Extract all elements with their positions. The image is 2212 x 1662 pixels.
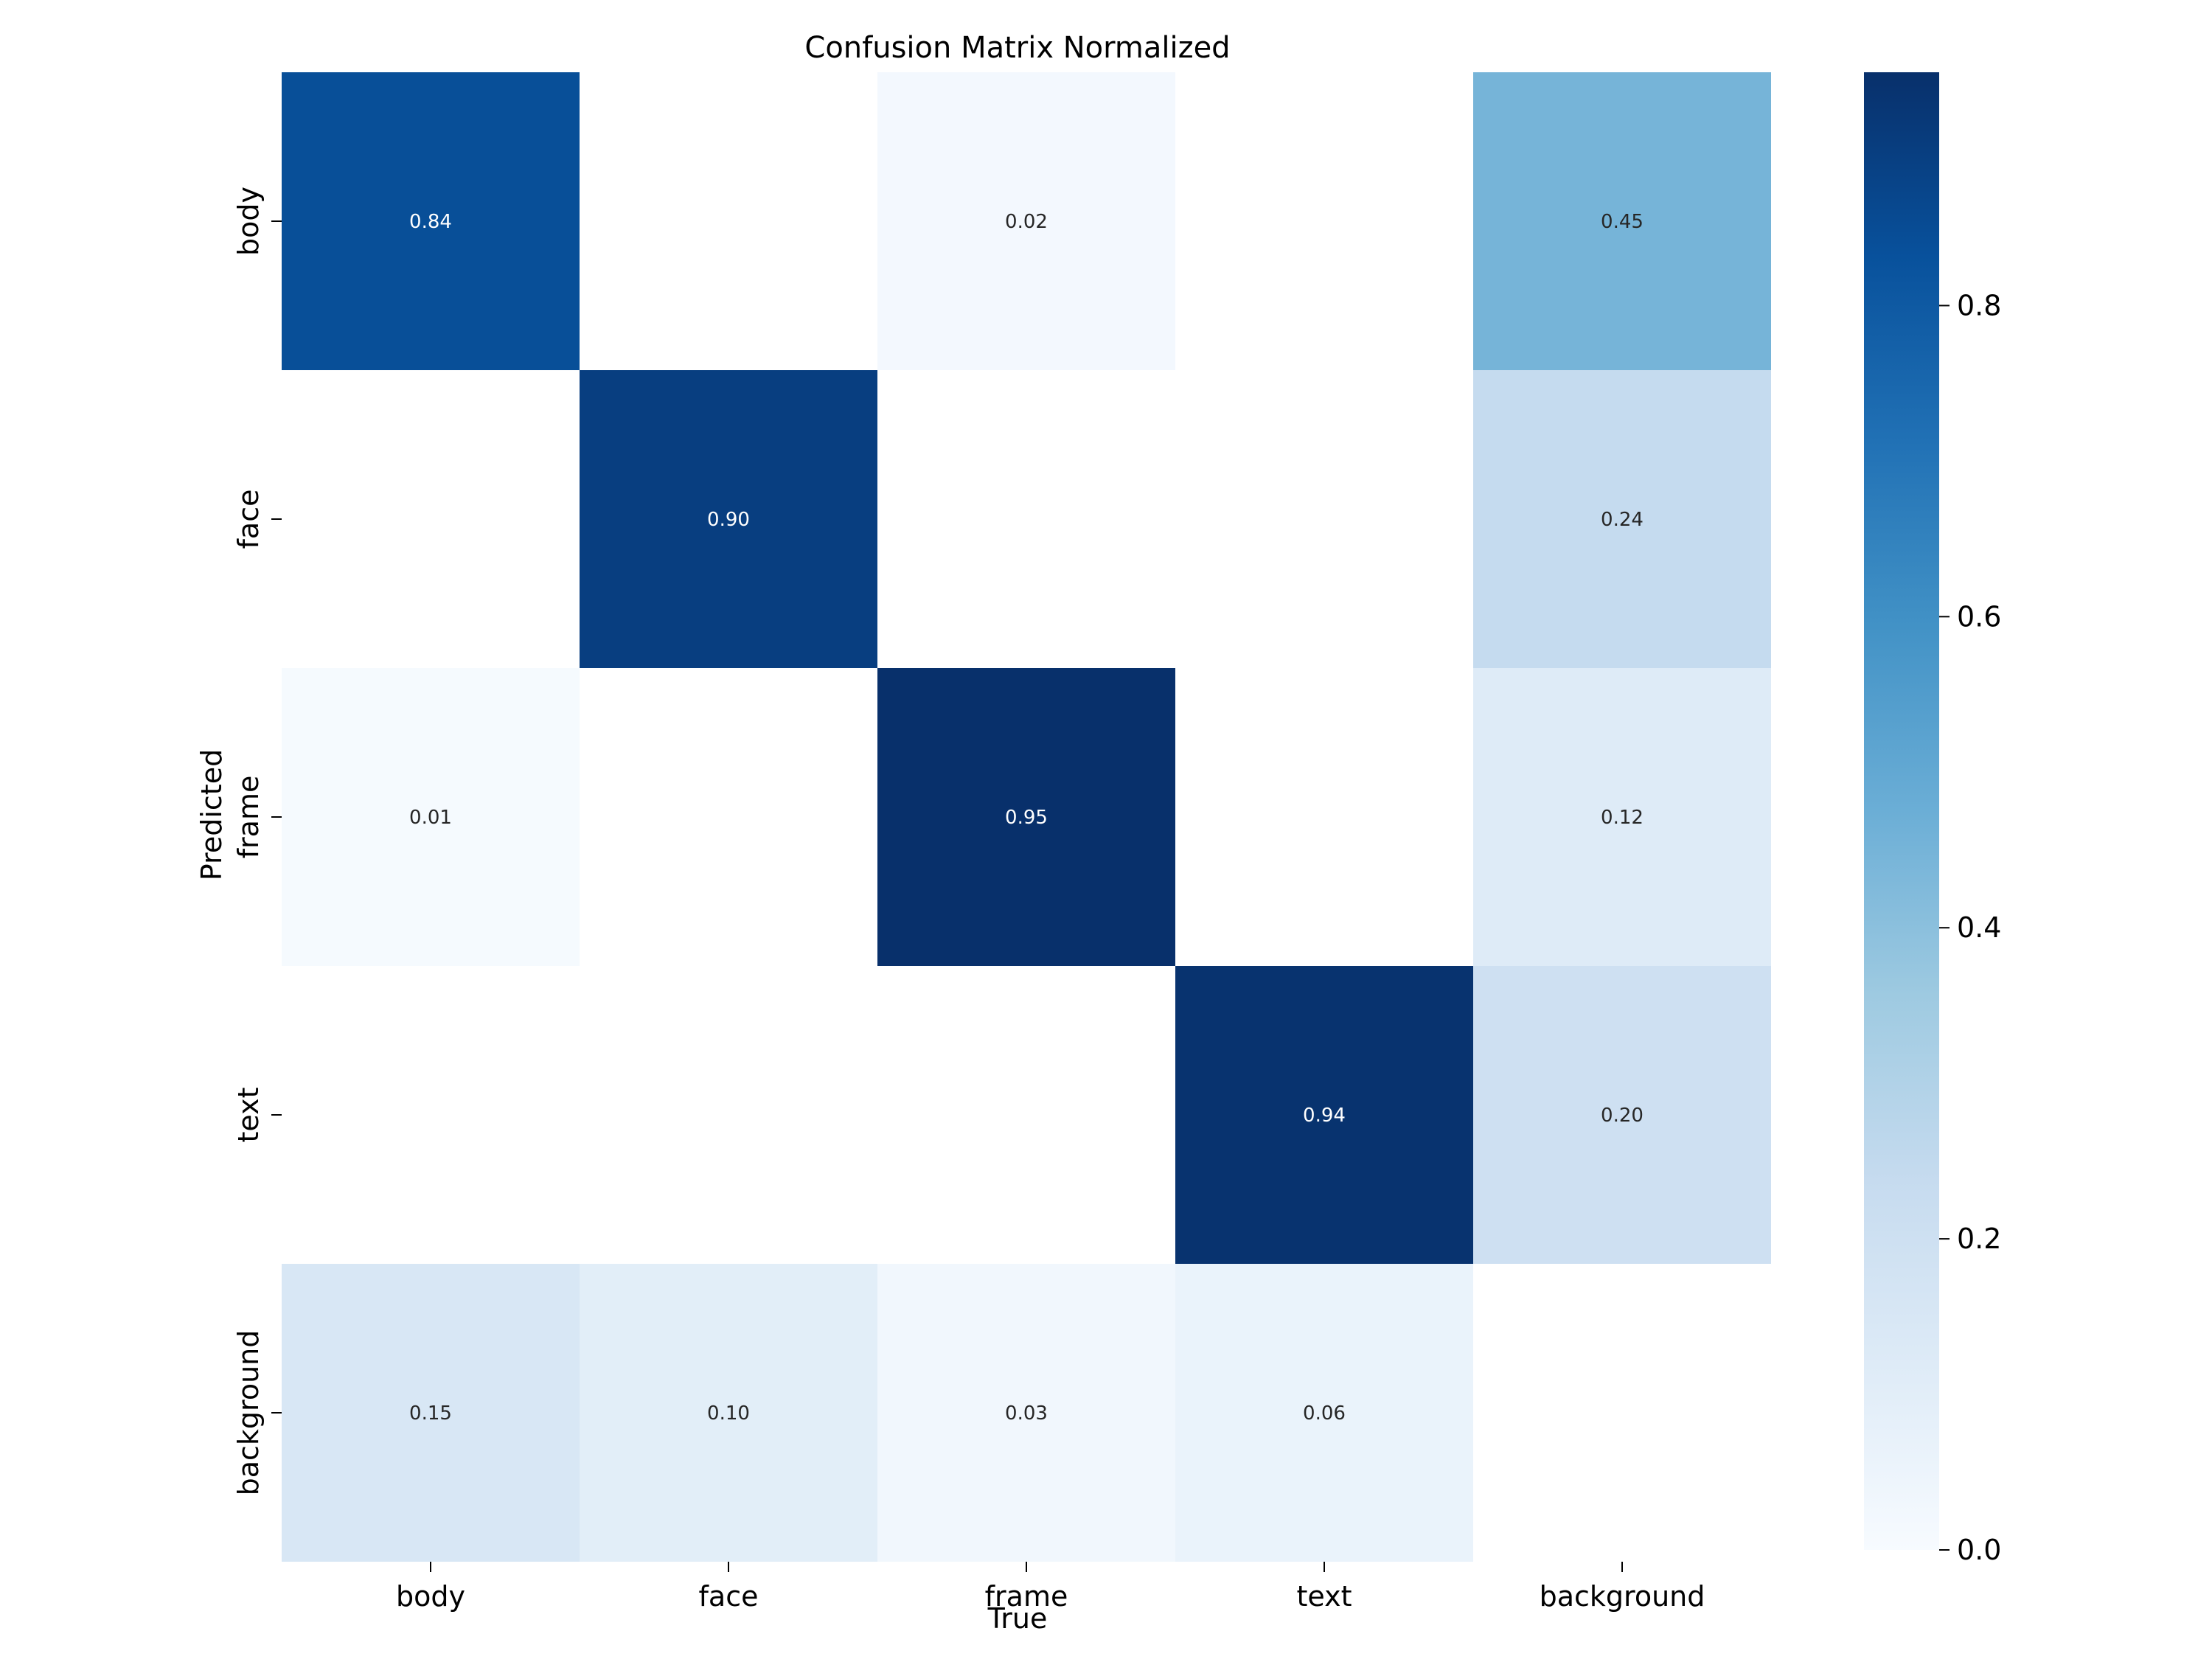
colorbar-tick-label: 0.0	[1957, 1534, 2001, 1566]
heatmap-cell	[282, 72, 580, 370]
y-tick-label: face	[232, 490, 265, 549]
cell-value-label: 0.06	[1303, 1402, 1346, 1425]
colorbar	[1864, 72, 1939, 1550]
cell-value-label: 0.15	[409, 1402, 452, 1425]
cell-value-label: 0.03	[1005, 1402, 1048, 1425]
heatmap-cell	[1473, 966, 1771, 1264]
heatmap-cell	[1175, 966, 1473, 1264]
heatmap-cell	[877, 1264, 1175, 1562]
heatmap-cell	[1473, 668, 1771, 966]
colorbar-tick-label: 0.6	[1957, 600, 2001, 633]
cell-value-label: 0.94	[1303, 1105, 1346, 1127]
x-tick-label: body	[396, 1580, 465, 1613]
y-tick-label: frame	[232, 776, 265, 859]
cell-value-label: 0.02	[1005, 211, 1048, 233]
x-tick-label: frame	[985, 1580, 1068, 1613]
y-tick-label: text	[232, 1088, 265, 1143]
heatmap-cells	[282, 72, 1771, 1562]
cell-value-label: 0.45	[1601, 211, 1644, 233]
heatmap-cell	[282, 668, 580, 966]
heatmap-cell	[877, 668, 1175, 966]
y-axis-label: Predicted	[195, 749, 228, 880]
x-axis-ticks: body face frame text background	[396, 1562, 1705, 1613]
heatmap-cell	[877, 72, 1175, 370]
cell-value-label: 0.95	[1005, 807, 1048, 829]
x-tick-label: text	[1297, 1580, 1352, 1613]
heatmap-cell	[1175, 1264, 1473, 1562]
colorbar-ticks: 0.0 0.2 0.4 0.6 0.8	[1939, 289, 2001, 1566]
x-tick-label: face	[699, 1580, 759, 1613]
cell-value-label: 0.84	[409, 211, 452, 233]
cell-value-label: 0.12	[1601, 807, 1644, 829]
cell-value-label: 0.10	[707, 1402, 750, 1425]
colorbar-tick-label: 0.2	[1957, 1223, 2001, 1255]
chart-title: Confusion Matrix Normalized	[804, 31, 1230, 65]
colorbar-tick-label: 0.8	[1957, 289, 2001, 321]
heatmap-cell	[580, 370, 877, 668]
heatmap-cell-labels: 0.84 0.02 0.45 0.90 0.24 0.01 0.95 0.12 0.94 0.20…	[409, 211, 1644, 1425]
y-tick-label: body	[232, 187, 265, 256]
heatmap-cell	[282, 1264, 580, 1562]
x-tick-label: background	[1540, 1580, 1705, 1613]
heatmap-cell	[1473, 370, 1771, 668]
y-tick-label: background	[232, 1330, 265, 1496]
heatmap-cell	[580, 1264, 877, 1562]
heatmap-cell	[1473, 72, 1771, 370]
cell-value-label: 0.90	[707, 509, 750, 531]
cell-value-label: 0.20	[1601, 1105, 1644, 1127]
cell-value-label: 0.01	[409, 807, 452, 829]
x-axis-label: True	[987, 1602, 1048, 1635]
cell-value-label: 0.24	[1601, 509, 1644, 531]
y-axis-ticks: body face frame text background	[232, 187, 282, 1495]
colorbar-tick-label: 0.4	[1957, 911, 2001, 944]
